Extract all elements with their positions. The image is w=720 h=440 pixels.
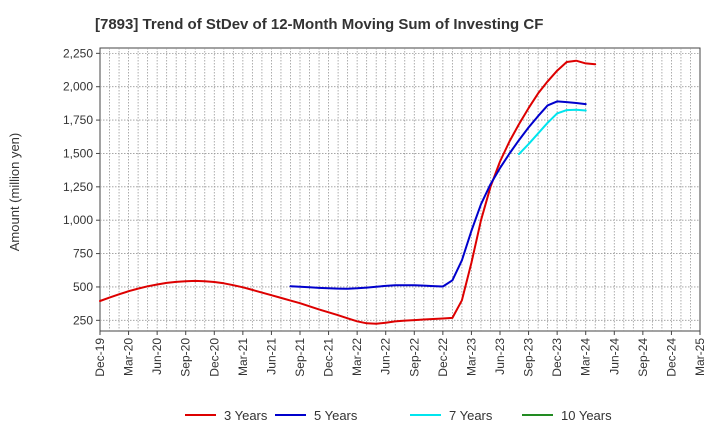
x-tick-label: Jun-23 bbox=[493, 338, 507, 375]
x-tick-label: Mar-24 bbox=[579, 338, 593, 376]
x-tick-label: Mar-22 bbox=[350, 338, 364, 376]
chart-title: [7893] Trend of StDev of 12-Month Moving… bbox=[95, 16, 543, 33]
x-tick-label: Dec-24 bbox=[664, 338, 678, 377]
y-axis-label: Amount (million yen) bbox=[7, 133, 22, 252]
x-tick-label: Dec-23 bbox=[550, 338, 564, 377]
x-tick-label: Dec-20 bbox=[207, 338, 221, 377]
y-axis-ticks: 250 500 750 1,000 1,250 1,500 1,750 2,000 2,250 bbox=[63, 46, 100, 327]
x-tick-label: Jun-20 bbox=[150, 338, 164, 375]
series-line-7-years bbox=[518, 108, 587, 156]
x-tick-label: Sep-20 bbox=[179, 338, 193, 377]
legend-label-10-years: 10 Years bbox=[561, 408, 612, 423]
x-tick-label: Sep-21 bbox=[293, 338, 307, 377]
x-tick-label: Jun-22 bbox=[379, 338, 393, 375]
chart-legend: 3 Years 5 Years 7 Years 10 Years bbox=[185, 408, 612, 423]
series-line-5-years bbox=[289, 100, 587, 290]
legend-label-3-years: 3 Years bbox=[224, 408, 268, 423]
x-tick-label: Mar-20 bbox=[122, 338, 136, 376]
series-line-3-years bbox=[99, 59, 597, 325]
y-tick-label: 1,750 bbox=[63, 113, 93, 127]
y-tick-label: 1,250 bbox=[63, 180, 93, 194]
x-tick-label: Jun-24 bbox=[607, 338, 621, 375]
series-lines bbox=[99, 59, 597, 325]
y-tick-label: 250 bbox=[73, 313, 93, 327]
plot-area bbox=[99, 47, 701, 332]
legend-label-5-years: 5 Years bbox=[314, 408, 358, 423]
y-tick-label: 2,000 bbox=[63, 80, 93, 94]
x-tick-label: Sep-24 bbox=[636, 338, 650, 377]
x-tick-label: Mar-21 bbox=[236, 338, 250, 376]
x-tick-label: Sep-23 bbox=[522, 338, 536, 377]
x-tick-label: Dec-22 bbox=[436, 338, 450, 377]
x-tick-label: Jun-21 bbox=[264, 338, 278, 375]
legend-label-7-years: 7 Years bbox=[449, 408, 493, 423]
x-tick-label: Dec-19 bbox=[93, 338, 107, 377]
y-tick-label: 1,500 bbox=[63, 146, 93, 160]
y-tick-label: 750 bbox=[73, 247, 93, 261]
y-tick-label: 500 bbox=[73, 280, 93, 294]
x-axis-ticks: Dec-19 Mar-20 Jun-20 Sep-20 Dec-20 Mar-21 Jun-… bbox=[93, 331, 707, 377]
y-tick-label: 1,000 bbox=[63, 213, 93, 227]
x-tick-label: Sep-22 bbox=[407, 338, 421, 377]
x-tick-label: Dec-21 bbox=[322, 338, 336, 377]
x-tick-label: Mar-23 bbox=[464, 338, 478, 376]
y-tick-label: 2,250 bbox=[63, 46, 93, 60]
x-tick-label: Mar-25 bbox=[693, 338, 707, 376]
